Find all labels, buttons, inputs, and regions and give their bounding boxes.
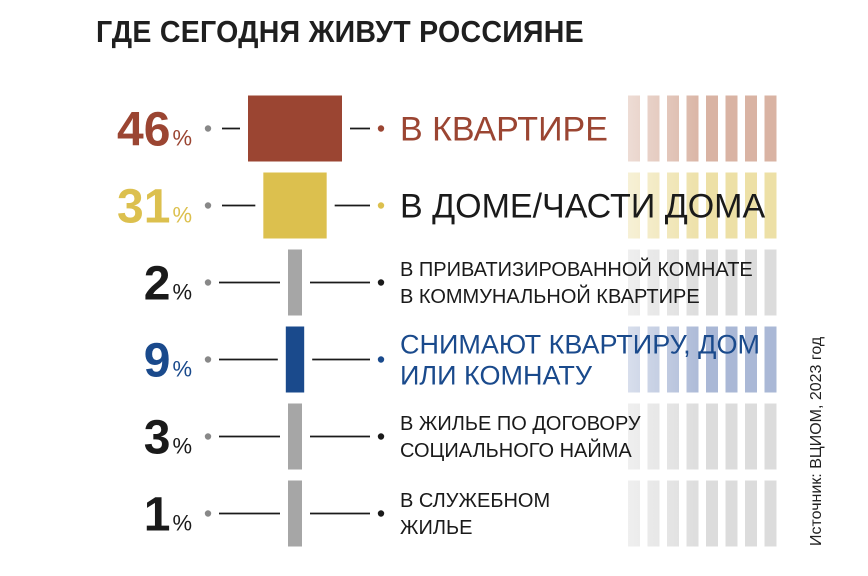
value-label: 31% [117,181,192,234]
connector-dot-right [377,433,385,440]
connector-dot-right [377,356,385,363]
bar [288,480,302,547]
category-label: В ЖИЛЬЕ ПО ДОГОВОРУ [400,413,641,435]
chart-title: ГДЕ СЕГОДНЯ ЖИВУТ РОССИЯНЕ [96,14,584,49]
category-label: В КВАРТИРЕ [400,111,608,149]
value-label: 2% [144,258,192,311]
chart-rows: 46% В КВАРТИРЕ 31% В ДОМЕ/ЧАСТИ ДОМА 2% В ПРИ… [117,95,766,547]
connector-dot-left [204,125,212,132]
category-label: СОЦИАЛЬНОГО НАЙМА [400,438,632,462]
value-label: 1% [144,489,192,542]
connector-dot-left [204,433,212,440]
category-label: СНИМАЮТ КВАРТИРУ, ДОМ [400,330,760,360]
value-label: 46% [117,104,192,157]
category-label: В СЛУЖЕБНОМ [400,490,550,512]
connector-dot-right [377,279,385,286]
connector-dot-left [204,202,212,209]
bar [285,326,305,393]
stripe-fade-overlay [560,88,800,548]
bar [288,249,302,316]
connector-dot-right [377,125,385,132]
connector-dot-right [377,510,385,517]
category-label: В КОММУНАЛЬНОЙ КВАРТИРЕ [400,284,700,308]
connector-dot-right [377,202,385,209]
value-label: 3% [144,412,192,465]
connector-dot-left [204,356,212,363]
category-label: ЖИЛЬЕ [400,517,472,539]
category-label: В ДОМЕ/ЧАСТИ ДОМА [400,188,766,226]
connector-dot-left [204,510,212,517]
connector-dot-left [204,279,212,286]
bar [263,172,327,239]
source-note: Источник: ВЦИОМ, 2023 год [808,336,825,546]
category-label: ИЛИ КОМНАТУ [400,361,593,391]
bar [288,403,302,470]
value-label: 9% [144,335,192,388]
category-label: В ПРИВАТИЗИРОВАННОЙ КОМНАТЕ [400,257,753,281]
bar [248,95,342,162]
